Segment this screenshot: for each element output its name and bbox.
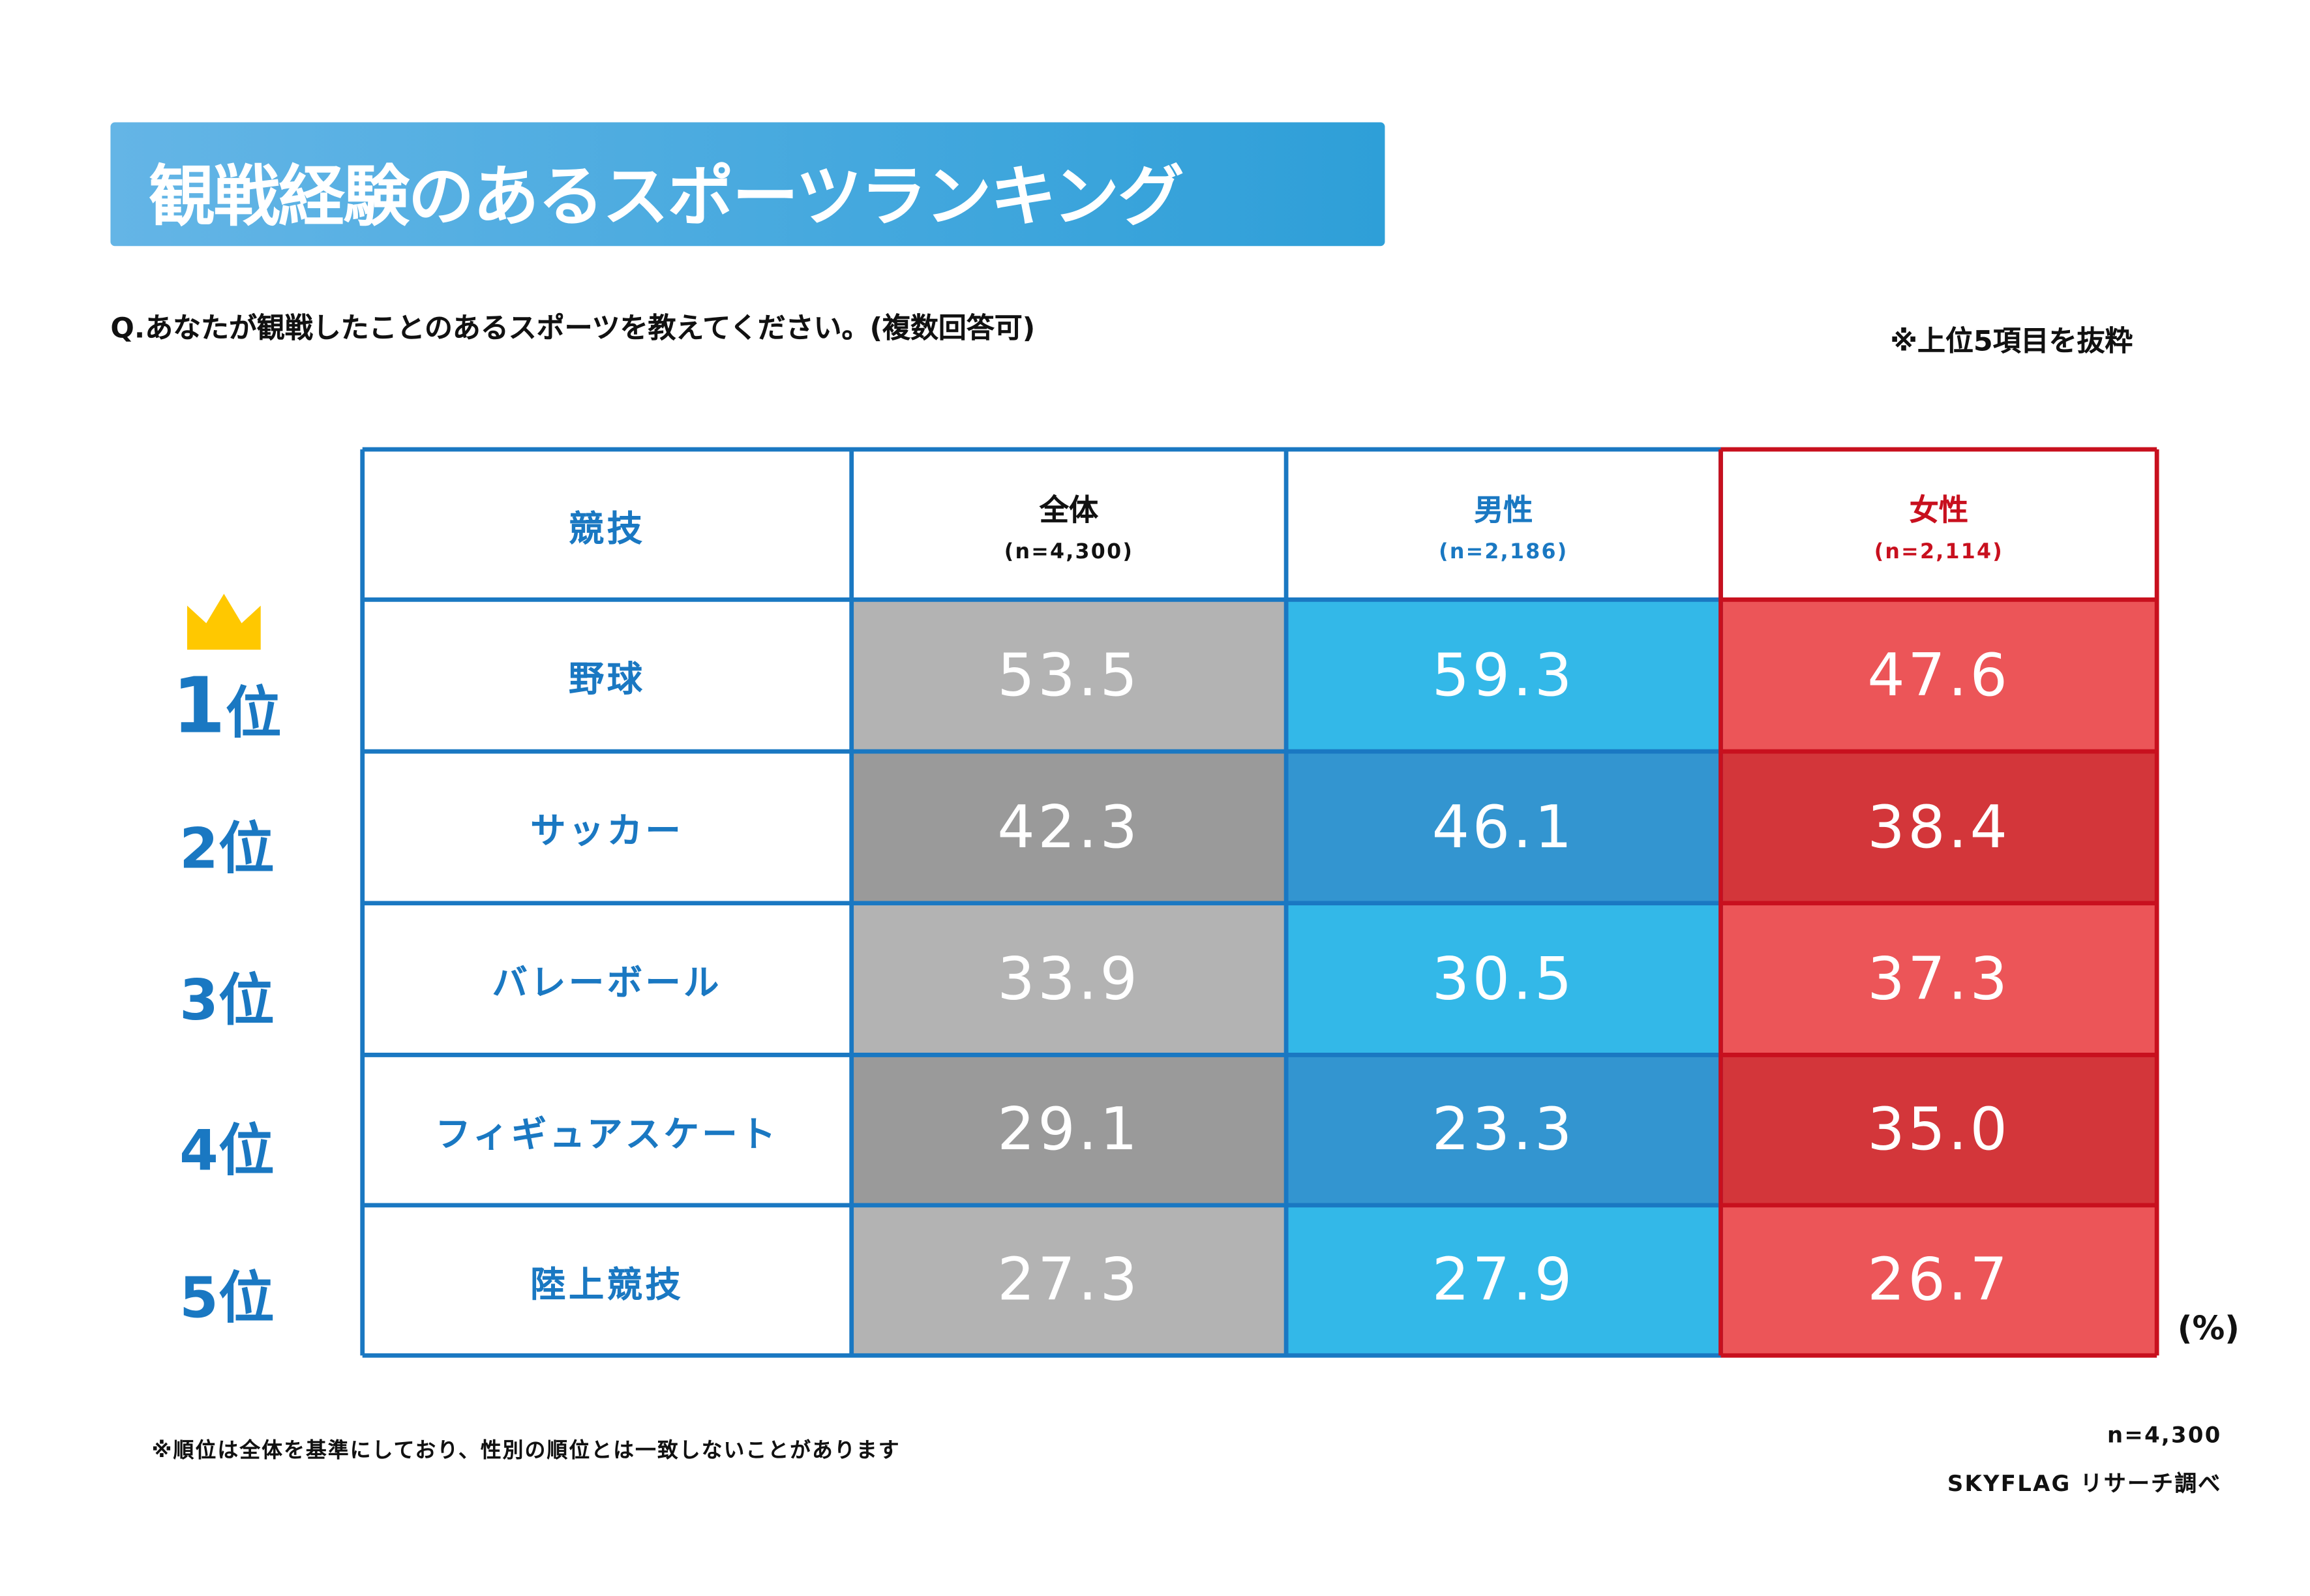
header-category: 競技 [362,449,852,600]
row-category: バレーボール [362,903,852,1055]
header-label: 男性 [1474,491,1533,527]
rank-suffix: 位 [218,816,275,881]
value-cell: 33.9 [851,903,1287,1055]
rank-number: 5 [179,1265,218,1331]
rank-number: 1 [172,663,226,752]
value-cell: 46.1 [1286,751,1721,903]
header-male: 男性 (n=2,186) [1286,449,1720,599]
value-cell: 30.5 [1286,903,1721,1055]
rank-label: 3位 [138,955,315,1036]
rank-number: 2 [179,816,218,881]
header-label: 全体 [1039,491,1099,527]
header-total: 全体 (n=4,300) [852,449,1286,599]
value-cell: 27.3 [851,1205,1287,1356]
value-cell: 35.0 [1720,1055,2157,1205]
value-cell: 27.9 [1286,1205,1721,1356]
value-cell: 26.7 [1720,1205,2157,1356]
footnote: ※順位は全体を基準にしており、性別の順位とは一致しないことがあります [151,1439,901,1464]
value-cell: 59.3 [1286,599,1721,752]
rank-suffix: 位 [225,680,282,746]
rank-label: 4位 [138,1105,315,1186]
header-label: 女性 [1909,491,1969,527]
rank-label: 1位 [138,663,315,752]
value-cell: 29.1 [851,1055,1287,1205]
header-sample-size: (n=4,300) [1004,539,1134,564]
rank-label: 5位 [138,1252,315,1333]
source-credit: SKYFLAG リサーチ調べ [1947,1470,2222,1498]
value-cell: 53.5 [851,599,1287,752]
rank-number: 4 [179,1118,218,1183]
row-category: 陸上競技 [362,1205,852,1356]
header-female: 女性 (n=2,114) [1721,449,2157,599]
value-cell: 23.3 [1286,1055,1721,1205]
row-category: 野球 [362,599,852,752]
rank-number: 3 [179,968,218,1033]
excerpt-note: ※上位5項目を抜粋 [1890,325,2133,358]
crown-icon [187,594,261,650]
sample-size: n=4,300 [2107,1421,2222,1449]
page-title: 観戦経験のあるスポーツランキング [149,157,1184,236]
row-category: フィギュアスケート [362,1055,852,1205]
rank-suffix: 位 [218,1265,275,1331]
rank-suffix: 位 [218,1118,275,1183]
unit-label: (%) [2177,1311,2240,1348]
value-cell: 42.3 [851,751,1287,903]
value-cell: 37.3 [1720,903,2157,1055]
table-grid [360,447,2159,1358]
header-sample-size: (n=2,114) [1874,539,2003,564]
value-cell: 38.4 [1720,751,2157,903]
header-sample-size: (n=2,186) [1439,539,1568,564]
rank-label: 2位 [138,803,315,884]
title-banner: 観戦経験のあるスポーツランキング [110,122,1385,247]
value-cell: 47.6 [1720,599,2157,752]
question-text: Q.あなたが観戦したことのあるスポーツを教えてください。(複数回答可) [110,312,1036,345]
row-category: サッカー [362,751,852,903]
rank-suffix: 位 [218,968,275,1033]
